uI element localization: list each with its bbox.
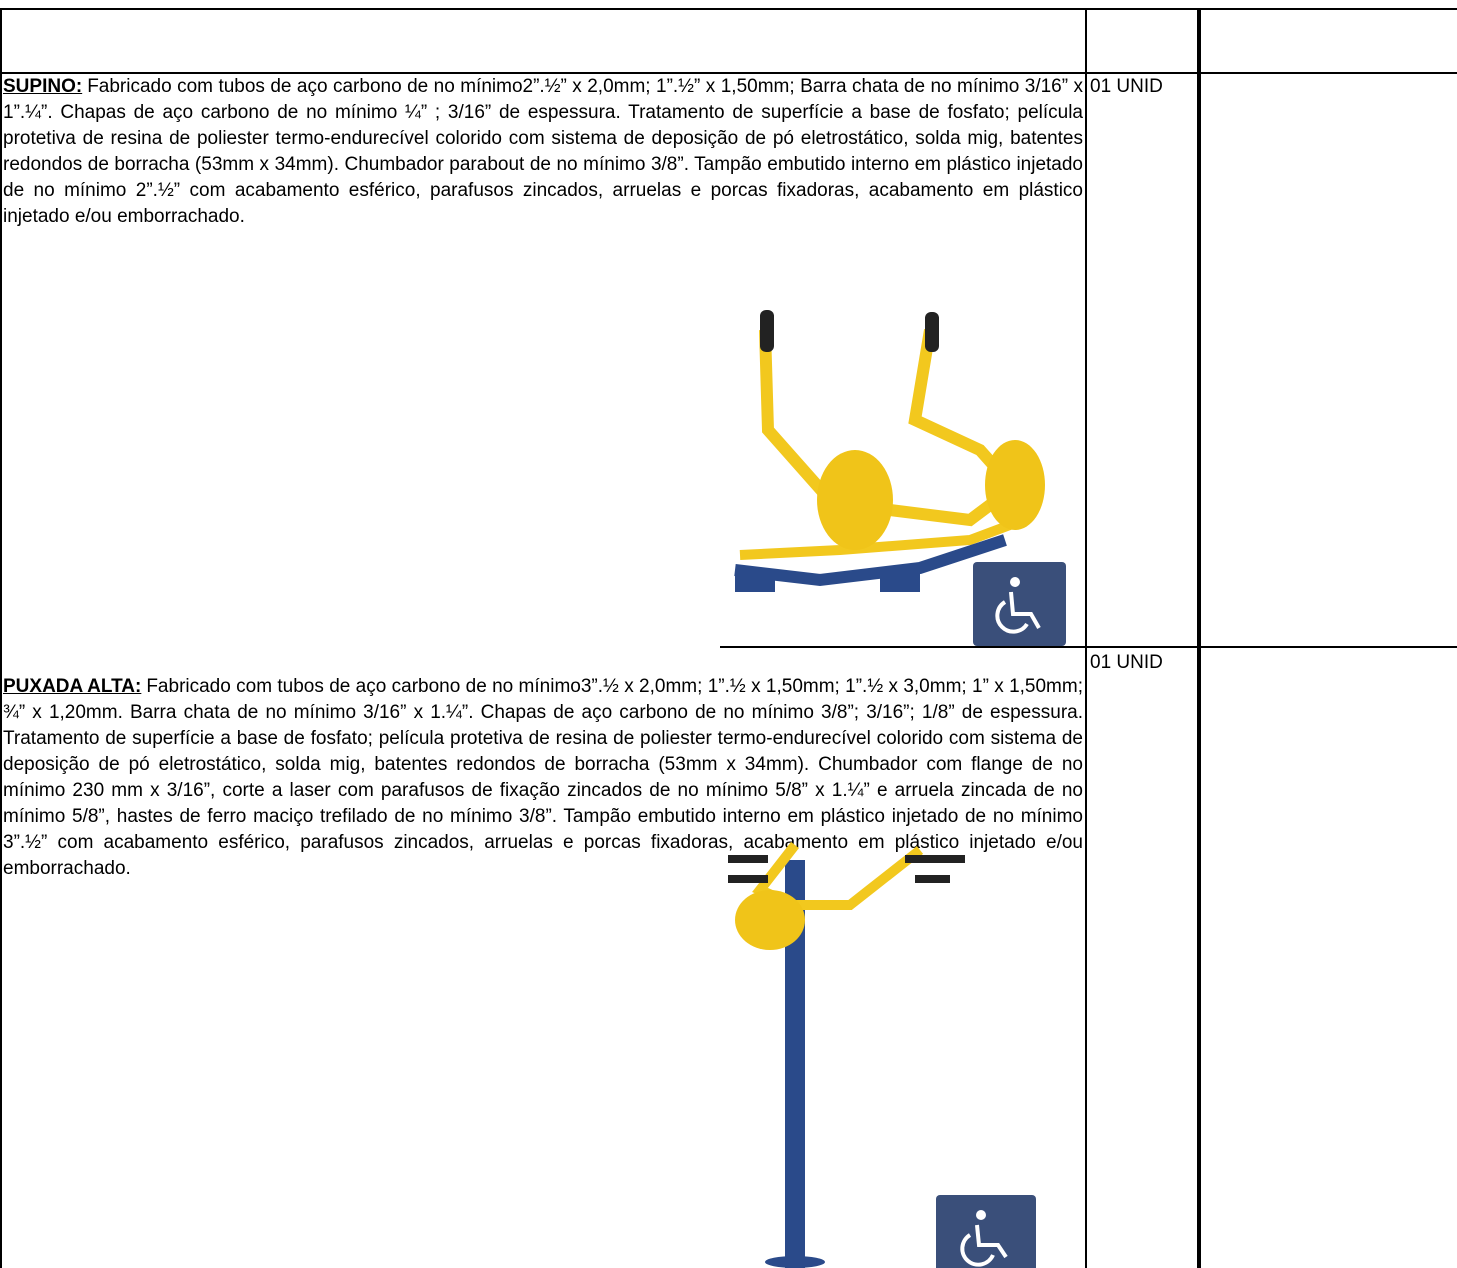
accessibility-icon [973,562,1066,646]
row-border-gap [0,646,720,648]
item-quantity: 01 UNID [1090,76,1163,97]
row-border [0,72,1457,74]
equipment-image [734,310,1045,592]
column-border [1085,8,1087,1268]
item-name: PUXADA ALTA: [3,676,142,697]
column-border [1197,8,1201,1268]
item-text: Fabricado com tubos de aço carbono de no… [3,676,1083,879]
item-description: SUPINO: Fabricado com tubos de aço carbon… [3,74,1083,230]
equipment-image [728,841,965,1268]
item-name: SUPINO: [3,76,83,97]
item-quantity: 01 UNID [1090,652,1163,673]
item-text: Fabricado com tubos de aço carbono de no… [3,76,1083,227]
table-border [0,8,2,1268]
item-description: PUXADA ALTA: Fabricado com tubos de aço c… [3,674,1083,882]
accessibility-icon [936,1195,1036,1268]
row-border [720,646,1457,648]
table-border [0,8,1457,10]
